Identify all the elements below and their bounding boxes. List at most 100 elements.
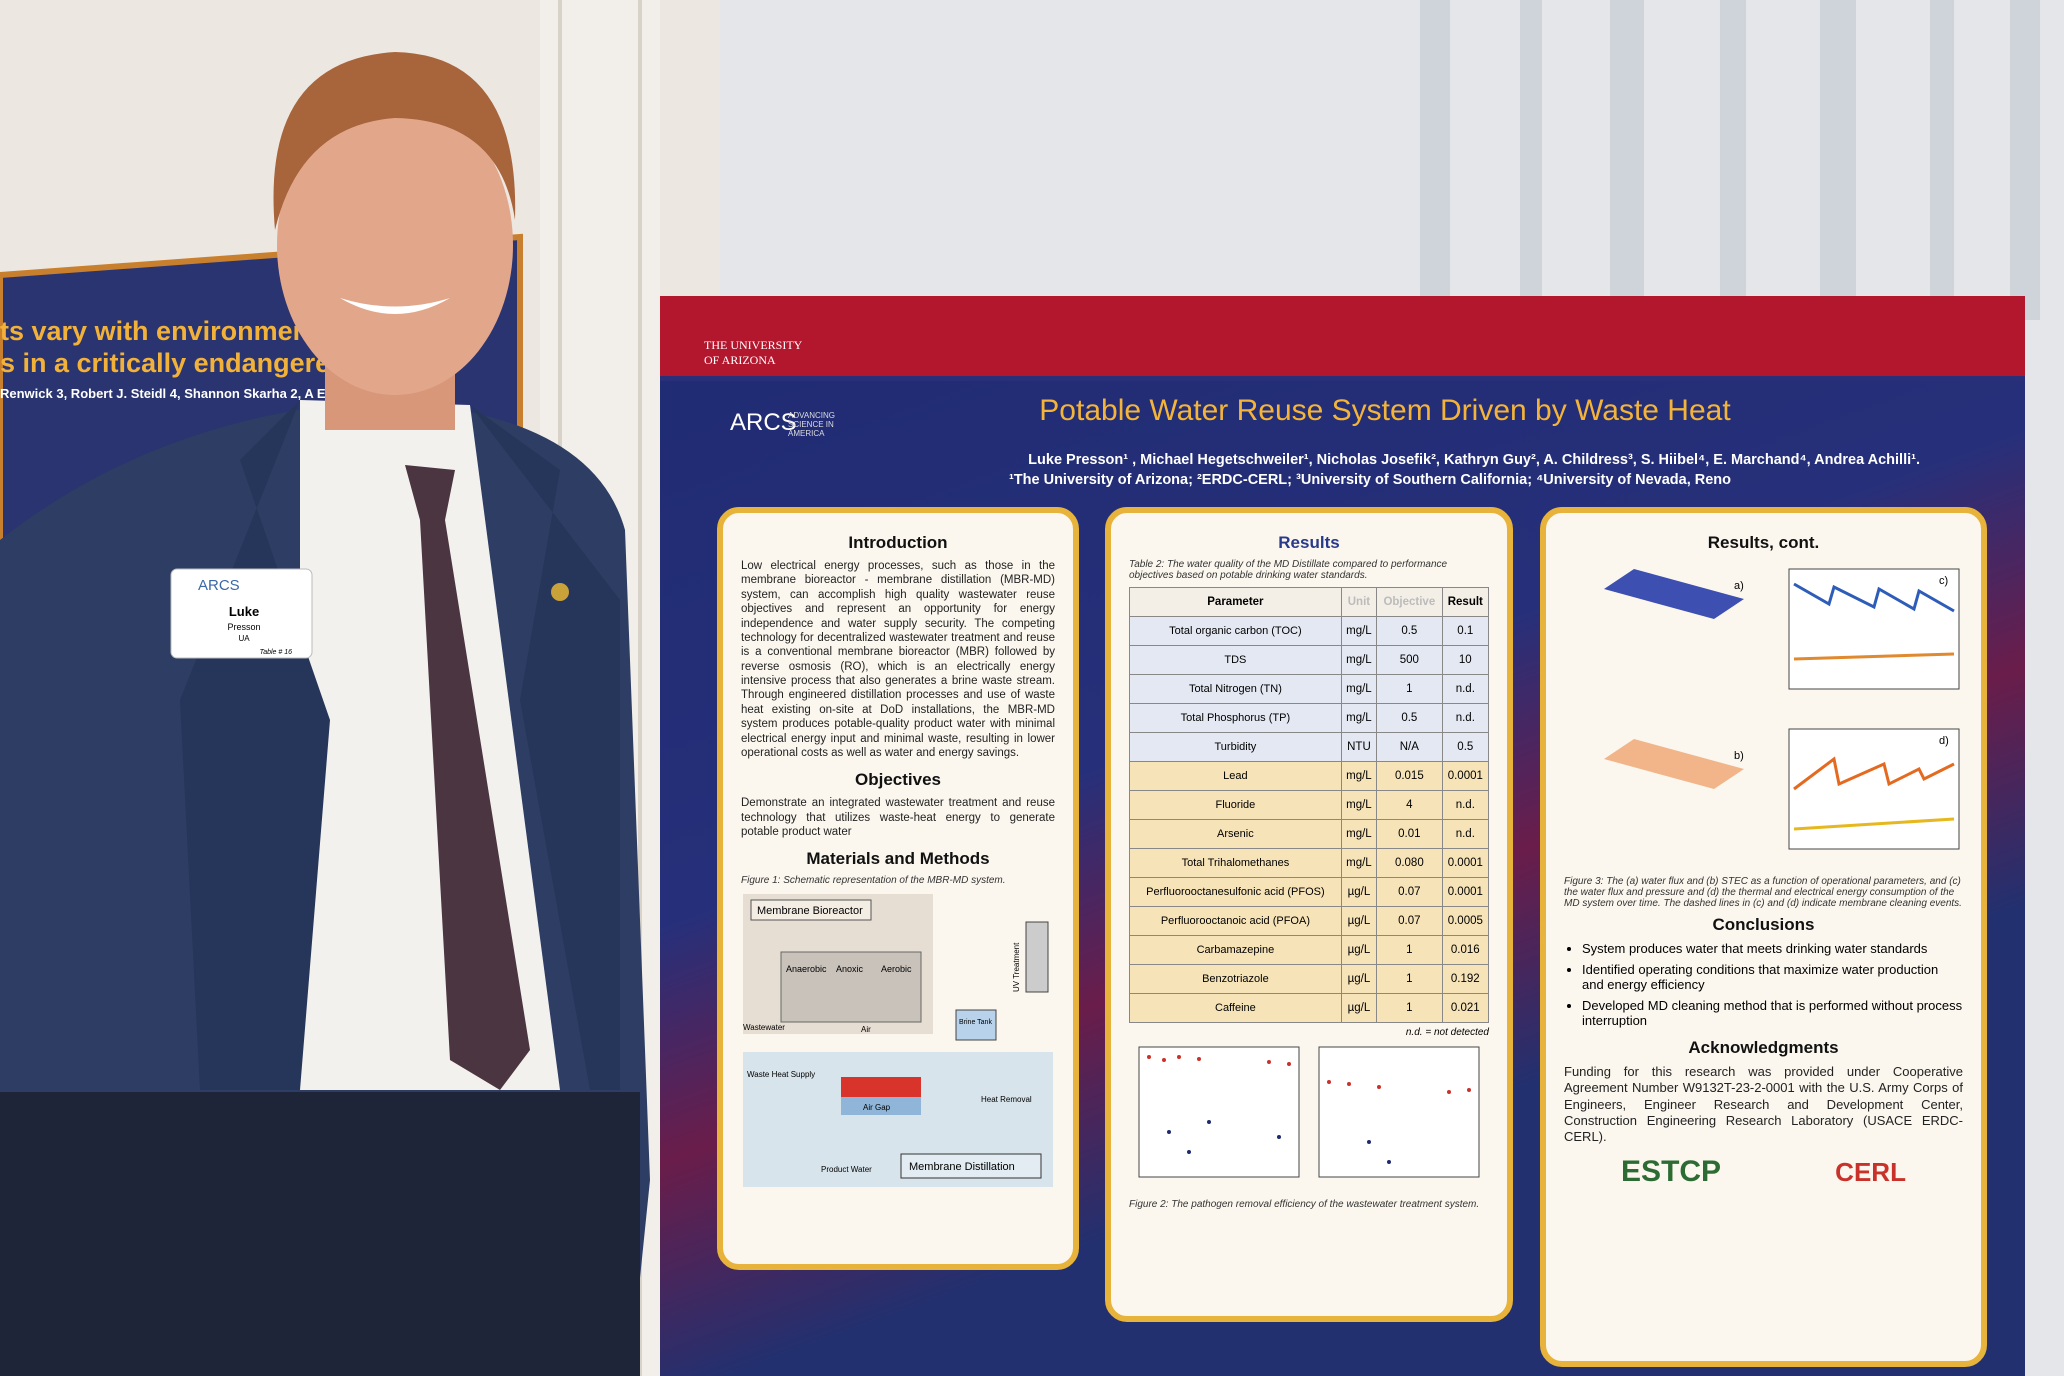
dots — [1167, 1120, 1391, 1164]
table-row: Total Phosphorus (TP) mg/L 0.5 n.d. — [1129, 703, 1490, 733]
table-cell: mg/L — [1340, 674, 1378, 704]
schematic-label: Brine Tank — [959, 1019, 992, 1026]
badge-name: Luke — [229, 604, 259, 619]
schematic-label: Membrane Bioreactor — [757, 905, 863, 917]
estcp-logo: ESTCP — [1621, 1155, 1722, 1189]
lapel — [470, 405, 620, 1090]
section-heading: Objectives — [855, 770, 941, 790]
table-cell: Total organic carbon (TOC) — [1129, 616, 1342, 646]
table-cell: µg/L — [1340, 906, 1378, 936]
table-header-cell: Result — [1441, 587, 1490, 617]
schematic-label: UV Treatment — [1012, 942, 1021, 992]
table-cell: n.d. — [1441, 674, 1490, 704]
table-row: Lead mg/L 0.015 0.0001 — [1129, 761, 1490, 791]
table-note: n.d. = not detected — [1405, 1027, 1489, 1038]
badge-affiliation: UA — [238, 634, 250, 643]
schematic-label: Air Gap — [863, 1103, 891, 1112]
uv-unit — [1025, 921, 1049, 993]
results-table: Parameter Unit Objective Result Total organi… — [1129, 587, 1490, 1023]
table-cell: n.d. — [1441, 819, 1490, 849]
table-cell: 500 — [1376, 645, 1443, 675]
table-row: Arsenic mg/L 0.01 n.d. — [1129, 819, 1490, 849]
table-cell: 0.07 — [1376, 906, 1443, 936]
table-cell: Arsenic — [1129, 819, 1342, 849]
schematic-label: Air — [861, 1025, 871, 1034]
seec-line — [1793, 817, 1955, 831]
table-cell: Total Trihalomethanes — [1129, 848, 1342, 878]
pressure-line — [1793, 652, 1955, 661]
tie — [405, 465, 530, 1090]
table-cell: 10 — [1441, 645, 1490, 675]
panel-label: c) — [1939, 575, 1948, 587]
schematic-label: Anaerobic — [786, 964, 827, 974]
schematic-label: Waste Heat Supply — [747, 1070, 815, 1079]
table-cell: µg/L — [1340, 935, 1378, 965]
section-heading: Results, cont. — [1707, 533, 1820, 552]
table-row: Caffeine µg/L 1 0.021 — [1129, 993, 1490, 1023]
badge-table: Table # 16 — [260, 649, 293, 656]
schematic-label: Anoxic — [836, 964, 864, 974]
hot-side — [841, 1077, 921, 1098]
hair — [273, 52, 516, 230]
poster-affiliations: ¹The University of Arizona; ²ERDC-CERL; … — [1008, 472, 1732, 488]
pathogen-plots — [1138, 1046, 1480, 1178]
cold-side — [841, 1097, 921, 1116]
badge-org: ARCS — [198, 577, 240, 594]
table-cell: µg/L — [1340, 877, 1378, 907]
table-cell: Total Nitrogen (TN) — [1129, 674, 1342, 704]
table-cell: n.d. — [1441, 790, 1490, 820]
schematic-label: Wastewater — [743, 1023, 785, 1032]
surface — [1604, 569, 1744, 619]
poster-title: Potable Water Reuse System Driven by Was… — [1039, 394, 1731, 427]
middle-panel: Results Table 2: The water quality of th… — [1105, 507, 1513, 1322]
table-cell: Perfluorooctanoic acid (PFOA) — [1129, 906, 1342, 936]
table-cell: 0.01 — [1376, 819, 1443, 849]
schematic-label: Heat Removal — [981, 1095, 1032, 1104]
pin — [551, 583, 569, 601]
table-cell: Total Phosphorus (TP) — [1129, 703, 1342, 733]
table-cell: 0.016 — [1441, 935, 1490, 965]
table-cell: Caffeine — [1129, 993, 1342, 1023]
arcs-tagline: ADVANCING SCIENCE IN AMERICA — [788, 411, 835, 438]
table-cell: mg/L — [1340, 761, 1378, 791]
table-row: Total Nitrogen (TN) mg/L 1 n.d. — [1129, 674, 1490, 704]
panel-label: d) — [1939, 735, 1949, 747]
table-cell: 0.07 — [1376, 877, 1443, 907]
panel-label: b) — [1734, 750, 1744, 762]
table-cell: 1 — [1376, 935, 1443, 965]
arcs-logo: ARCS — [730, 409, 797, 436]
stec-line — [1793, 756, 1955, 791]
plot-frame — [1788, 728, 1960, 850]
curtain-folds — [1420, 0, 2040, 320]
schematic: Membrane Bioreactor Anaerobic Anoxic Aer… — [743, 894, 1053, 1188]
table-cell: N/A — [1376, 732, 1443, 762]
table-caption: Table 2: The water quality of the MD Dis… — [1129, 559, 1448, 581]
smile — [340, 298, 450, 314]
left-poster-title: s in a critically endangered — [0, 348, 347, 378]
table-cell: µg/L — [1340, 993, 1378, 1023]
schematic-label: Membrane Distillation — [909, 1161, 1015, 1173]
table-cell: Perfluorooctanesulfonic acid (PFOS) — [1129, 877, 1342, 907]
conclusion-item: System produces water that meets drinkin… — [1582, 941, 1963, 956]
table-cell: 4 — [1376, 790, 1443, 820]
section-heading: Results — [1278, 533, 1340, 552]
figure-caption: Figure 1: Schematic representation of th… — [741, 875, 1006, 887]
table-row: Total Trihalomethanes mg/L 0.080 0.0001 — [1129, 848, 1490, 878]
name-badge — [170, 568, 313, 659]
table-row: Turbidity NTU N/A 0.5 — [1129, 732, 1490, 762]
right-panel: Results, cont. a) b) c) d) Figure 3: The… — [1540, 507, 1987, 1367]
poster: THE UNIVERSITY OF ARIZONA ARCS ADVANCING… — [660, 296, 2025, 1376]
left-poster-authors: Renwick 3, Robert J. Steidl 4, Shannon S… — [0, 386, 347, 401]
surface — [1604, 739, 1744, 789]
trousers — [0, 1092, 640, 1376]
table-row: TDS mg/L 500 10 — [1129, 645, 1490, 675]
table-cell: 0.192 — [1441, 964, 1490, 994]
plot-frame — [1318, 1046, 1480, 1178]
conclusion-item: Developed MD cleaning method that is per… — [1582, 998, 1963, 1028]
table-cell: mg/L — [1340, 819, 1378, 849]
table-cell: Fluoride — [1129, 790, 1342, 820]
tank — [780, 951, 922, 1023]
left-poster-title: ts vary with environment — [0, 316, 318, 346]
figure-caption: Figure 3: The (a) water flux and (b) STE… — [1564, 876, 1962, 909]
schematic-label: Product Water — [821, 1165, 872, 1174]
